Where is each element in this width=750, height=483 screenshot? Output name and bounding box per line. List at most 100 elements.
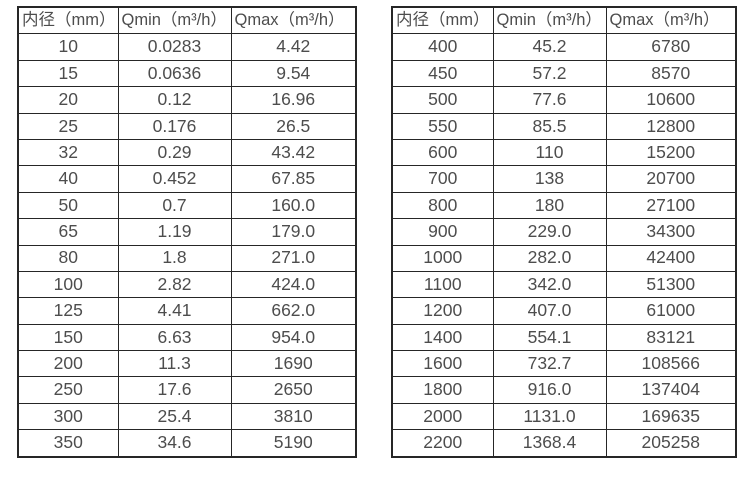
table-cell: 0.0636 — [117, 59, 232, 88]
table-cell: 169635 — [605, 402, 737, 431]
table-row: 2200 1368.4 205258 — [391, 429, 737, 458]
table-cell: 400 — [391, 33, 494, 61]
table-cell: 25.4 — [117, 402, 232, 431]
table-cell: 900 — [391, 218, 494, 246]
table-cell: 700 — [391, 165, 494, 193]
table-row: 500 77.6 10600 — [391, 86, 737, 114]
table-cell: 25 — [17, 112, 119, 140]
table-cell: 12800 — [605, 112, 737, 140]
table-cell: 600 — [391, 138, 494, 167]
column-header: Qmin（m³/h） — [492, 6, 607, 35]
column-header: 内径（mm） — [17, 6, 119, 35]
table-cell: 27100 — [605, 191, 737, 220]
table-cell: 100 — [17, 270, 119, 299]
table-cell: 250 — [17, 376, 119, 404]
column-header: Qmax（m³/h） — [605, 6, 737, 35]
table-cell: 0.12 — [117, 86, 232, 114]
table-row: 50 0.7 160.0 — [17, 191, 357, 220]
table-cell: 1690 — [230, 350, 357, 378]
table-cell: 6780 — [605, 33, 737, 61]
table-cell: 732.7 — [492, 350, 607, 378]
table-cell: 350 — [17, 429, 119, 458]
table-row: 100 2.82 424.0 — [17, 270, 357, 299]
table-cell: 1100 — [391, 270, 494, 299]
table-row: 700 138 20700 — [391, 165, 737, 193]
table-row: 20 0.12 16.96 — [17, 86, 357, 114]
table-cell: 800 — [391, 191, 494, 220]
table-row: 450 57.2 8570 — [391, 59, 737, 88]
table-row: 600 110 15200 — [391, 138, 737, 167]
table-row: 1000 282.0 42400 — [391, 244, 737, 272]
table-cell: 138 — [492, 165, 607, 193]
flow-spec-table-small-diameter: 内径（mm） Qmin（m³/h） Qmax（m³/h） 10 0.0283 4.42 1… — [17, 6, 357, 458]
table-cell: 1800 — [391, 376, 494, 404]
table-cell: 57.2 — [492, 59, 607, 88]
table-cell: 1368.4 — [492, 429, 607, 458]
table-cell: 0.0283 — [117, 33, 232, 61]
table-row: 1600 732.7 108566 — [391, 350, 737, 378]
table-cell: 2200 — [391, 429, 494, 458]
table-cell: 0.176 — [117, 112, 232, 140]
table-row: 1200 407.0 61000 — [391, 297, 737, 325]
flow-spec-table-large-diameter: 内径（mm） Qmin（m³/h） Qmax（m³/h） 400 45.2 6780 45… — [391, 6, 737, 458]
table-cell: 2650 — [230, 376, 357, 404]
table-cell: 17.6 — [117, 376, 232, 404]
table-cell: 45.2 — [492, 33, 607, 61]
table-cell: 51300 — [605, 270, 737, 299]
table-row: 15 0.0636 9.54 — [17, 59, 357, 88]
table-cell: 916.0 — [492, 376, 607, 404]
table-cell: 9.54 — [230, 59, 357, 88]
table-row: 1400 554.1 83121 — [391, 323, 737, 352]
table-cell: 50 — [17, 191, 119, 220]
table-row: 150 6.63 954.0 — [17, 323, 357, 352]
table-cell: 4.42 — [230, 33, 357, 61]
table-cell: 108566 — [605, 350, 737, 378]
table-cell: 15200 — [605, 138, 737, 167]
table-row: 1100 342.0 51300 — [391, 270, 737, 299]
table-row: 125 4.41 662.0 — [17, 297, 357, 325]
table-cell: 6.63 — [117, 323, 232, 352]
table-cell: 34300 — [605, 218, 737, 246]
table-cell: 10600 — [605, 86, 737, 114]
table-cell: 450 — [391, 59, 494, 88]
table-cell: 1600 — [391, 350, 494, 378]
table-cell: 342.0 — [492, 270, 607, 299]
table-cell: 8570 — [605, 59, 737, 88]
table-cell: 424.0 — [230, 270, 357, 299]
table-row: 65 1.19 179.0 — [17, 218, 357, 246]
table-cell: 2.82 — [117, 270, 232, 299]
table-row: 400 45.2 6780 — [391, 33, 737, 61]
table-cell: 200 — [17, 350, 119, 378]
table-cell: 11.3 — [117, 350, 232, 378]
table-cell: 271.0 — [230, 244, 357, 272]
table-cell: 42400 — [605, 244, 737, 272]
table-header: 内径（mm） Qmin（m³/h） Qmax（m³/h） — [17, 6, 357, 35]
table-cell: 65 — [17, 218, 119, 246]
table-cell: 34.6 — [117, 429, 232, 458]
table-cell: 10 — [17, 33, 119, 61]
table-cell: 180 — [492, 191, 607, 220]
table-cell: 1400 — [391, 323, 494, 352]
table-cell: 20700 — [605, 165, 737, 193]
table-cell: 150 — [17, 323, 119, 352]
table-cell: 0.29 — [117, 138, 232, 167]
table-cell: 16.96 — [230, 86, 357, 114]
table-row: 900 229.0 34300 — [391, 218, 737, 246]
table-cell: 32 — [17, 138, 119, 167]
column-header: Qmin（m³/h） — [117, 6, 232, 35]
table-cell: 20 — [17, 86, 119, 114]
table-cell: 1.19 — [117, 218, 232, 246]
table-cell: 43.42 — [230, 138, 357, 167]
table-row: 550 85.5 12800 — [391, 112, 737, 140]
table-row: 40 0.452 67.85 — [17, 165, 357, 193]
table-cell: 4.41 — [117, 297, 232, 325]
table-row: 200 11.3 1690 — [17, 350, 357, 378]
table-cell: 83121 — [605, 323, 737, 352]
table-row: 350 34.6 5190 — [17, 429, 357, 458]
table-cell: 77.6 — [492, 86, 607, 114]
column-header: 内径（mm） — [391, 6, 494, 35]
table-cell: 550 — [391, 112, 494, 140]
table-cell: 80 — [17, 244, 119, 272]
column-header: Qmax（m³/h） — [230, 6, 357, 35]
table-cell: 407.0 — [492, 297, 607, 325]
